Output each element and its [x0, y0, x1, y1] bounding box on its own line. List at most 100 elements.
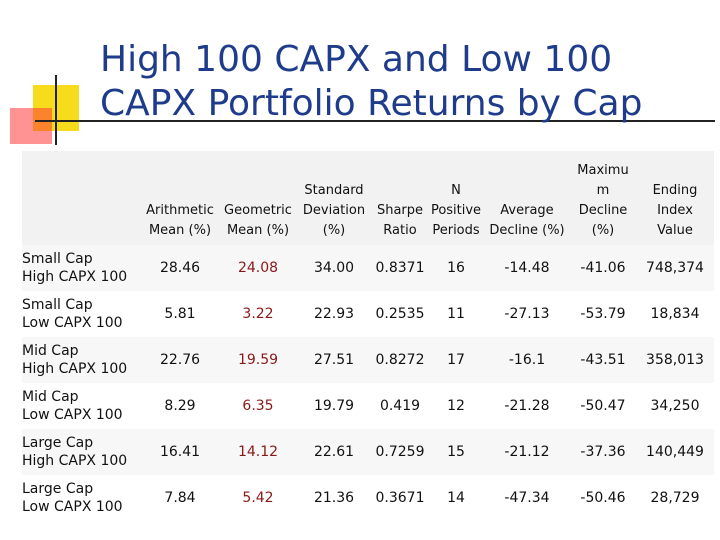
- header-line: Average: [500, 203, 554, 218]
- table-cell: 16: [428, 245, 484, 291]
- header-positive-periods: N Positive Periods: [428, 151, 484, 245]
- decorative-horizontal-line: [35, 120, 715, 122]
- table-cell: 8.29: [164, 398, 196, 414]
- row-label-line: Small Cap: [22, 251, 93, 267]
- table-cell: 0.7259: [372, 429, 428, 475]
- header-line: Decline: [578, 203, 628, 218]
- table-cell: 27.51: [296, 337, 372, 383]
- table-cell: 34,250: [650, 398, 700, 414]
- header-line: Positive: [430, 203, 482, 218]
- row-label-line: Low CAPX 100: [22, 407, 123, 423]
- table-cell: 34.00: [296, 245, 372, 291]
- table-cell: -50.46: [580, 490, 626, 506]
- returns-table: Arithmetic Mean (%) Geometric Mean (%) Sta…: [22, 151, 714, 521]
- header-line: Decline (%): [489, 223, 565, 238]
- header-sharpe-ratio: Sharpe Ratio: [372, 151, 428, 245]
- table-cell: -16.1: [484, 337, 570, 383]
- header-line: Deviation: [302, 203, 366, 218]
- row-label: Small Cap High CAPX 100: [22, 245, 140, 291]
- table-cell: -53.79: [580, 306, 626, 322]
- header-line: Value: [657, 223, 693, 238]
- row-label-line: Mid Cap: [22, 389, 79, 405]
- row-label-line: Large Cap: [22, 481, 94, 497]
- row-label: Mid Cap High CAPX 100: [22, 337, 140, 383]
- table-cell: 14: [447, 490, 465, 506]
- table-cell: 358,013: [636, 337, 714, 383]
- header-empty-cell: [22, 151, 140, 245]
- table-cell: 14.12: [220, 429, 296, 475]
- row-label-line: Small Cap: [22, 297, 93, 313]
- table-cell: 0.2535: [375, 306, 425, 322]
- table-cell: 22.93: [313, 306, 355, 322]
- table-cell: 24.08: [220, 245, 296, 291]
- table-cell: 19.59: [220, 337, 296, 383]
- header-line: Maximu: [577, 163, 629, 178]
- slide-title-line-1: High 100 CAPX and Low 100: [100, 39, 613, 80]
- table-cell: 22.76: [140, 337, 220, 383]
- table-row: Mid Cap Low CAPX 100 8.29 6.35 19.79 0.419 12 -…: [22, 383, 714, 429]
- table-row: Small Cap Low CAPX 100 5.81 3.22 22.93 0.2535…: [22, 291, 714, 337]
- row-label-line: High CAPX 100: [22, 453, 128, 469]
- row-label-line: High CAPX 100: [22, 269, 128, 285]
- table-cell: -14.48: [484, 245, 570, 291]
- row-label-line: Low CAPX 100: [22, 499, 123, 515]
- table-cell: 28.46: [140, 245, 220, 291]
- table-cell: 21.36: [313, 490, 355, 506]
- table-cell: 17: [428, 337, 484, 383]
- decorative-vertical-line: [55, 75, 57, 145]
- table-cell: 0.8272: [372, 337, 428, 383]
- table-cell: 18,834: [650, 306, 700, 322]
- table-cell: -27.13: [504, 306, 550, 322]
- row-label-line: Mid Cap: [22, 343, 79, 359]
- table-cell: 3.22: [242, 306, 274, 322]
- table-cell: -21.28: [504, 398, 550, 414]
- table-cell: 19.79: [313, 398, 355, 414]
- table-cell: -47.34: [504, 490, 550, 506]
- row-label: Large Cap Low CAPX 100: [22, 475, 140, 521]
- header-line: Index: [657, 203, 693, 218]
- table-cell: 7.84: [164, 490, 196, 506]
- header-line: Arithmetic: [146, 203, 214, 218]
- table-cell: 5.81: [164, 306, 196, 322]
- table-row: Mid Cap High CAPX 100 22.76 19.59 27.51 0.827…: [22, 337, 714, 383]
- slide-title-line-2: CAPX Portfolio Returns by Cap: [100, 83, 643, 124]
- header-line: Periods: [432, 223, 480, 238]
- header-line: Sharpe: [376, 203, 424, 218]
- table-cell: 16.41: [140, 429, 220, 475]
- table-cell: 0.3671: [375, 490, 425, 506]
- header-line: (%): [322, 223, 346, 238]
- header-ending-index-value: Ending Index Value: [636, 151, 714, 245]
- header-line: Standard: [304, 183, 364, 198]
- table-cell: 5.42: [242, 490, 274, 506]
- table-cell: 12: [447, 398, 465, 414]
- header-standard-deviation: Standard Deviation (%): [296, 151, 372, 245]
- table-cell: -43.51: [570, 337, 636, 383]
- table-cell: -50.47: [580, 398, 626, 414]
- header-line: m: [596, 183, 610, 198]
- table-cell: 748,374: [636, 245, 714, 291]
- table-cell: -21.12: [484, 429, 570, 475]
- table-cell: 22.61: [296, 429, 372, 475]
- row-label-line: High CAPX 100: [22, 361, 128, 377]
- row-label: Large Cap High CAPX 100: [22, 429, 140, 475]
- header-line: Mean (%): [226, 223, 290, 238]
- table-cell: 28,729: [650, 490, 700, 506]
- slide-title: High 100 CAPX and Low 100 CAPX Portfolio…: [100, 38, 700, 126]
- table-cell: 140,449: [636, 429, 714, 475]
- table-cell: -41.06: [570, 245, 636, 291]
- table-cell: 0.419: [379, 398, 421, 414]
- table-cell: 6.35: [242, 398, 274, 414]
- table-cell: 0.8371: [372, 245, 428, 291]
- header-maximum-decline: Maximu m Decline (%): [570, 151, 636, 245]
- header-line: N: [451, 183, 461, 198]
- row-label: Small Cap Low CAPX 100: [22, 291, 140, 337]
- row-label-line: Large Cap: [22, 435, 94, 451]
- row-label: Mid Cap Low CAPX 100: [22, 383, 140, 429]
- header-arithmetic-mean: Arithmetic Mean (%): [140, 151, 220, 245]
- header-line: Geometric: [224, 203, 292, 218]
- header-line: Ratio: [383, 223, 417, 238]
- table-row: Large Cap Low CAPX 100 7.84 5.42 21.36 0.3671…: [22, 475, 714, 521]
- table-cell: 11: [447, 306, 465, 322]
- header-line: Mean (%): [148, 223, 212, 238]
- header-geometric-mean: Geometric Mean (%): [220, 151, 296, 245]
